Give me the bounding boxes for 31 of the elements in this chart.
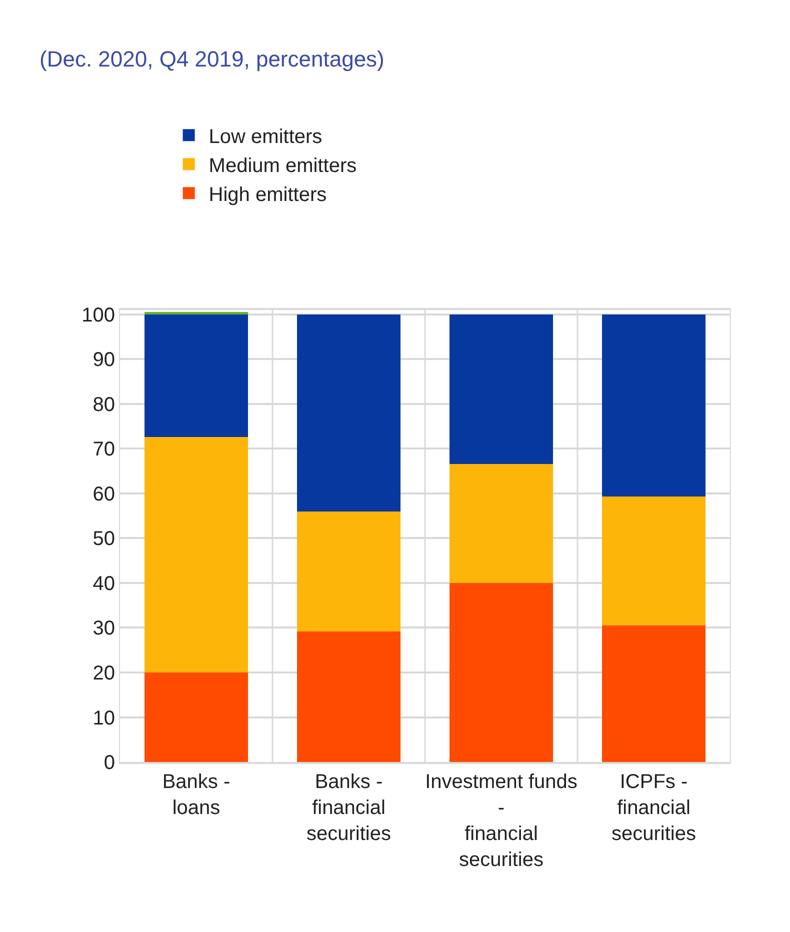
bar: [296, 511, 401, 632]
x-tick-label: Banks - financial securities: [306, 770, 391, 845]
y-tick-label: 100: [82, 304, 115, 326]
legend-label: High emitters: [208, 184, 327, 206]
chart-title: (Dec. 2020, Q4 2019, percentages): [40, 46, 384, 72]
bar: [144, 437, 248, 672]
bar: [602, 496, 706, 626]
y-tick-label: 70: [92, 438, 115, 461]
y-tick-label: 0: [104, 752, 115, 774]
bar: [449, 314, 554, 464]
bar: [296, 314, 401, 512]
y-tick-label: 30: [92, 618, 115, 640]
y-tick-label: 50: [92, 528, 115, 550]
y-tick-label: 60: [92, 483, 115, 506]
legend-label: Low emitters: [208, 126, 322, 148]
legend-label: Medium emitters: [208, 154, 357, 177]
x-tick-label: Investment funds - financial securities: [425, 770, 578, 871]
bar: [296, 631, 401, 762]
x-tick-label: Banks - loans: [162, 770, 230, 819]
bar: [144, 672, 248, 762]
bar: [602, 626, 706, 762]
bar: [449, 582, 554, 762]
y-tick-label: 20: [92, 662, 115, 684]
x-tick-label: ICPFs - financial securities: [612, 770, 696, 845]
bar: [449, 464, 554, 583]
y-tick-label: 80: [92, 394, 115, 416]
y-tick-label: 10: [92, 707, 115, 730]
bar: [144, 314, 248, 438]
y-tick-label: 90: [92, 349, 115, 372]
y-tick-label: 40: [92, 572, 115, 595]
bar: [602, 314, 706, 497]
